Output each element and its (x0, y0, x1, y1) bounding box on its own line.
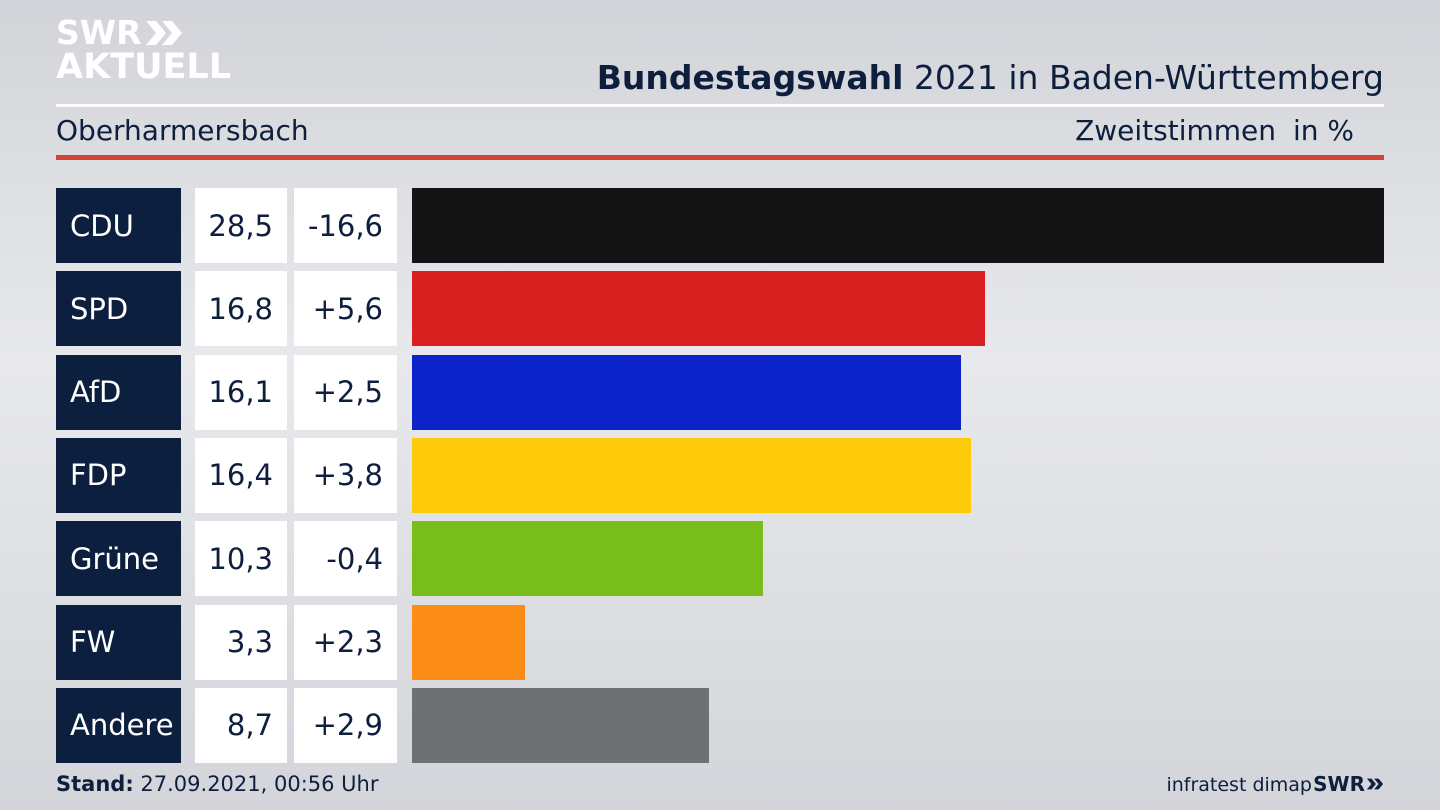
accent-divider (56, 155, 1384, 160)
bar-grüne (412, 521, 764, 597)
diff-label: +2,3 (294, 604, 397, 680)
bar-fw (412, 604, 525, 680)
party-label: CDU (56, 188, 181, 263)
bar-andere (412, 687, 709, 763)
value-label: 16,1 (195, 354, 287, 430)
party-label: SPD (56, 271, 181, 347)
party-label: FW (56, 604, 181, 680)
party-label: Andere (56, 687, 181, 763)
region-label: Oberharmersbach (56, 114, 309, 147)
diff-label: +5,6 (294, 271, 397, 347)
party-label: AfD (56, 354, 181, 430)
bar-cdu (412, 188, 1384, 263)
double-chevron-icon (1366, 778, 1384, 790)
stand-value: 27.09.2021, 00:56 Uhr (133, 772, 379, 796)
value-label: 3,3 (195, 604, 287, 680)
party-label: Grüne (56, 521, 181, 597)
diff-label: +2,9 (294, 687, 397, 763)
logo-swr-text: SWR (56, 13, 142, 52)
source-label: infratest dimap (1166, 774, 1312, 796)
title-rest: 2021 in Baden-Württemberg (903, 58, 1384, 97)
unit-label: in % (1292, 114, 1354, 147)
metric-label: Zweitstimmen (1075, 114, 1276, 147)
swr-aktuell-logo: SWR AKTUELL (56, 16, 231, 85)
page-title: Bundestagswahl 2021 in Baden-Württemberg (597, 58, 1384, 97)
diff-label: -0,4 (294, 521, 397, 597)
stand-label: Stand: (56, 772, 134, 796)
header-divider (56, 104, 1384, 107)
value-label: 16,4 (195, 437, 287, 513)
logo-aktuell-text: AKTUELL (56, 47, 232, 87)
bar-spd (412, 271, 985, 347)
bar-afd (412, 354, 962, 430)
value-label: 28,5 (195, 188, 287, 263)
party-label: FDP (56, 437, 181, 513)
value-label: 8,7 (195, 687, 287, 763)
timestamp: Stand: 27.09.2021, 00:56 Uhr (56, 772, 379, 796)
double-chevron-icon (145, 20, 182, 45)
diff-label: -16,6 (294, 188, 397, 263)
value-label: 10,3 (195, 521, 287, 597)
diff-label: +2,5 (294, 354, 397, 430)
bar-fdp (412, 437, 972, 513)
title-bold: Bundestagswahl (596, 58, 904, 97)
diff-label: +3,8 (294, 437, 397, 513)
swr-small-logo: SWR (1313, 772, 1384, 796)
value-label: 16,8 (195, 271, 287, 347)
swr-small-text: SWR (1313, 772, 1365, 796)
